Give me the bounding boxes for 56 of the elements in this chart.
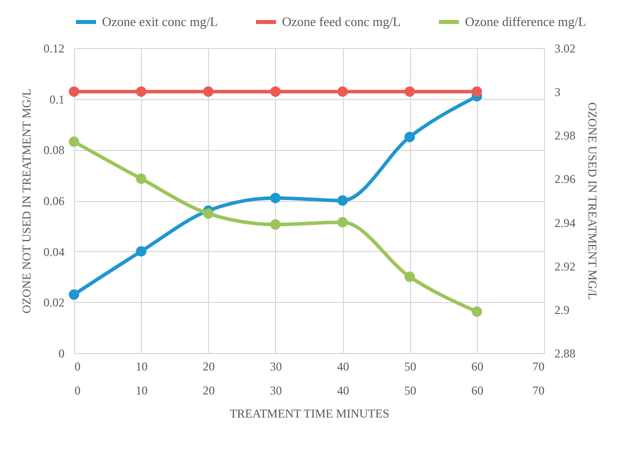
point: [203, 86, 214, 97]
y-tick-label: 0.04: [44, 244, 64, 259]
y2-tick-label: 2.92: [554, 259, 576, 274]
y-tick-label: 0: [58, 346, 64, 360]
x2-tick-label: 40: [337, 384, 350, 398]
point: [337, 195, 348, 206]
point: [68, 86, 80, 97]
legend-label: Ozone difference mg/L: [465, 14, 586, 29]
y2-axis-title: OZONE USED IN TREATMENT MG/L: [586, 102, 600, 300]
y-tick-label: 0.08: [44, 143, 64, 158]
x2-tick-label: 20: [202, 384, 215, 398]
x-tick-label: 50: [404, 360, 416, 374]
y-tick-label: 0.06: [44, 194, 64, 208]
point: [337, 217, 348, 228]
x2-tick-label: 10: [136, 384, 148, 398]
y-tick-label: 0.1: [50, 92, 64, 106]
point: [136, 86, 146, 97]
x-tick-label: 10: [136, 360, 148, 374]
x2-tick-label: 50: [404, 384, 416, 398]
point: [472, 306, 482, 317]
y-tick-label: 0.02: [44, 296, 64, 310]
point: [404, 132, 415, 142]
y-tick-label: 0.12: [44, 42, 64, 56]
point: [270, 192, 281, 204]
y-axis-title: OZONE NOT USED IN TREATMENT MG/L: [20, 88, 34, 314]
x-tick-label: 20: [202, 360, 215, 374]
y2-tick-label: 2.9: [554, 302, 570, 317]
y2-tick-label: 2.88: [554, 346, 576, 360]
point: [203, 208, 214, 219]
y2-tick-label: 3.02: [554, 42, 576, 56]
point: [270, 86, 281, 97]
point: [136, 173, 146, 184]
point: [337, 86, 348, 97]
x-axis-title: TREATMENT TIME MINUTES: [230, 406, 390, 420]
y2-tick-label: 3: [554, 85, 560, 100]
x-tick-label: 70: [532, 360, 544, 374]
point: [68, 289, 80, 300]
y2-tick-label: 2.96: [554, 172, 576, 186]
x2-tick-label: 30: [270, 384, 282, 398]
legend-label: Ozone feed conc mg/L: [282, 14, 401, 29]
point: [270, 219, 281, 230]
point: [136, 246, 146, 257]
point: [404, 86, 415, 97]
x2-tick-label: 0: [74, 384, 80, 398]
legend-label: Ozone exit conc mg/L: [102, 14, 218, 29]
x2-tick-label: 60: [471, 384, 484, 398]
x-tick-label: 60: [471, 360, 484, 374]
x-tick-label: 30: [270, 360, 282, 374]
y2-tick-label: 2.98: [554, 128, 576, 143]
x-tick-label: 40: [337, 360, 350, 374]
y2-tick-label: 2.94: [554, 216, 576, 230]
point: [472, 86, 482, 97]
point: [68, 136, 80, 147]
x2-tick-label: 70: [532, 384, 544, 398]
x-tick-label: 0: [74, 360, 80, 374]
point: [404, 272, 415, 282]
